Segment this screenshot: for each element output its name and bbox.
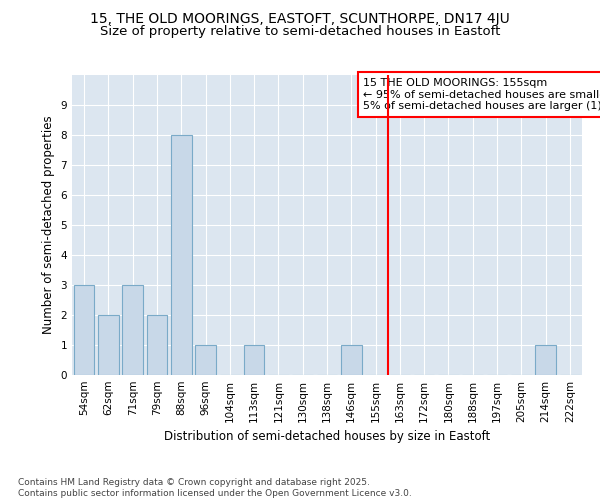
Bar xyxy=(244,345,265,375)
Bar xyxy=(74,285,94,375)
Bar xyxy=(535,345,556,375)
Text: 15, THE OLD MOORINGS, EASTOFT, SCUNTHORPE, DN17 4JU: 15, THE OLD MOORINGS, EASTOFT, SCUNTHORP… xyxy=(90,12,510,26)
X-axis label: Distribution of semi-detached houses by size in Eastoft: Distribution of semi-detached houses by … xyxy=(164,430,490,444)
Bar xyxy=(98,315,119,375)
Bar xyxy=(146,315,167,375)
Y-axis label: Number of semi-detached properties: Number of semi-detached properties xyxy=(42,116,55,334)
Bar xyxy=(341,345,362,375)
Bar xyxy=(122,285,143,375)
Text: 15 THE OLD MOORINGS: 155sqm
← 95% of semi-detached houses are smaller (20)
5% of: 15 THE OLD MOORINGS: 155sqm ← 95% of sem… xyxy=(364,78,600,111)
Text: Contains HM Land Registry data © Crown copyright and database right 2025.
Contai: Contains HM Land Registry data © Crown c… xyxy=(18,478,412,498)
Bar xyxy=(195,345,216,375)
Bar xyxy=(171,135,191,375)
Text: Size of property relative to semi-detached houses in Eastoft: Size of property relative to semi-detach… xyxy=(100,25,500,38)
